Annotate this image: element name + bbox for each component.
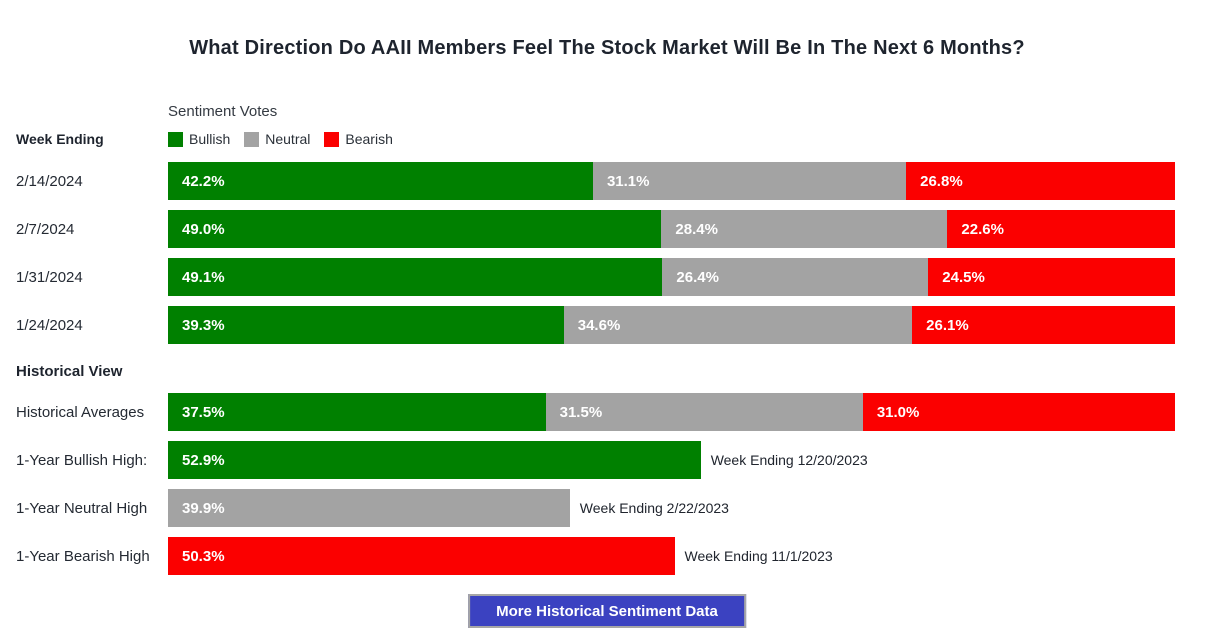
row-label: 1-Year Bearish High [16,547,150,565]
legend-item-label: Bullish [189,131,231,147]
bar-track: 49.0% 28.4% 22.6% [168,210,1175,248]
neutral-bar-segment: 26.4% [662,258,929,296]
legend-item-label: Neutral [265,131,311,147]
bar-annotation: Week Ending 11/1/2023 [684,548,833,564]
bullish-percent-label: 42.2% [182,172,225,190]
bullish-bar-segment: 37.5% [168,393,546,431]
bearish-percent-label: 31.0% [876,403,920,421]
legend-item-bearish: Bearish [324,131,393,147]
bearish-bar-segment: 24.5% [928,258,1175,296]
bullish-percent-label: 52.9% [182,451,225,469]
weekly-rows: 2/14/2024 42.2% 31.1% 26.8% 2/7/2024 49.0% 28.… [0,162,1214,354]
bar-track: 52.9% Week Ending 12/20/2023 [168,441,1175,479]
bar-track: 37.5% 31.5% 31.0% [168,393,1175,431]
bearish-percent-label: 22.6% [961,220,1004,238]
neutral-percent-label: 31.5% [559,403,603,421]
chart-row: 1-Year Bearish High 50.3% Week Ending 11/1… [0,537,1214,575]
row-label: 2/14/2024 [16,172,83,190]
chart-row: Historical Averages 37.5% 31.5% 31.0% [0,393,1214,431]
page-title: What Direction Do AAII Members Feel The … [189,37,1025,60]
row-label: 1-Year Bullish High: [16,451,148,469]
neutral-percent-label: 34.6% [577,316,621,334]
chart-row: 1/31/2024 49.1% 26.4% 24.5% [0,258,1214,296]
row-label: 2/7/2024 [16,220,75,238]
bearish-bar-segment: 26.8% [906,162,1175,200]
neutral-bar-segment: 31.1% [592,162,907,200]
neutral-percent-label: 39.9% [182,499,225,517]
row-label: Historical Averages [16,403,145,421]
row-label: 1-Year Neutral High [16,499,148,517]
legend-item-neutral: Neutral [244,131,310,147]
bar-track: 49.1% 26.4% 24.5% [168,258,1175,296]
sentiment-legend: Bullish Neutral Bearish [168,131,393,147]
bearish-percent-label: 26.1% [926,316,969,334]
bullish-bar-segment: 49.1% [168,258,663,296]
bullish-percent-label: 49.1% [182,268,225,286]
bearish-bar-segment: 31.0% [862,393,1175,431]
bar-annotation: Week Ending 12/20/2023 [710,452,868,468]
bar-track: 42.2% 31.1% 26.8% [168,162,1175,200]
neutral-percent-label: 28.4% [675,220,718,238]
bar-track: 50.3% Week Ending 11/1/2023 [168,537,1175,575]
historical-rows: Historical Averages 37.5% 31.5% 31.0% 1-Year… [0,393,1214,585]
bar-annotation: Week Ending 2/22/2023 [579,500,729,516]
legend-item-label: Bearish [345,131,393,147]
neutral-percent-label: 26.4% [676,268,719,286]
neutral-bar-segment: 39.9% [168,489,570,527]
bullish-bar-segment: 49.0% [168,210,662,248]
week-ending-column-header: Week Ending [16,131,104,147]
neutral-bar-segment: 28.4% [661,210,948,248]
neutral-percent-label: 31.1% [606,172,650,190]
row-label: 1/31/2024 [16,268,83,286]
chart-row: 1-Year Bullish High: 52.9% Week Ending 12/… [0,441,1214,479]
legend-title: Sentiment Votes [168,103,278,120]
bullish-percent-label: 37.5% [182,403,225,421]
bullish-bar-segment: 42.2% [168,162,593,200]
bullish-bar-segment: 52.9% [168,441,701,479]
bullish-percent-label: 49.0% [182,220,225,238]
bearish-percent-label: 50.3% [182,547,225,565]
bearish-legend-swatch-icon [324,131,340,147]
bearish-bar-segment: 50.3% [168,537,675,575]
bullish-percent-label: 39.3% [182,316,225,334]
bearish-bar-segment: 26.1% [912,306,1175,344]
bearish-percent-label: 24.5% [942,268,985,286]
neutral-bar-segment: 34.6% [563,306,913,344]
row-label: 1/24/2024 [16,316,83,334]
bullish-bar-segment: 39.3% [168,306,564,344]
bar-track: 39.9% Week Ending 2/22/2023 [168,489,1175,527]
chart-row: 1/24/2024 39.3% 34.6% 26.1% [0,306,1214,344]
more-historical-sentiment-data-button[interactable]: More Historical Sentiment Data [468,594,746,628]
neutral-legend-swatch-icon [244,131,260,147]
bearish-bar-segment: 22.6% [947,210,1175,248]
chart-row: 2/7/2024 49.0% 28.4% 22.6% [0,210,1214,248]
chart-row: 1-Year Neutral High 39.9% Week Ending 2/22… [0,489,1214,527]
bar-track: 39.3% 34.6% 26.1% [168,306,1175,344]
bullish-legend-swatch-icon [168,131,183,147]
historical-view-heading: Historical View [16,363,123,380]
legend-item-bullish: Bullish [168,131,230,147]
neutral-bar-segment: 31.5% [545,393,863,431]
chart-row: 2/14/2024 42.2% 31.1% 26.8% [0,162,1214,200]
bearish-percent-label: 26.8% [920,172,963,190]
